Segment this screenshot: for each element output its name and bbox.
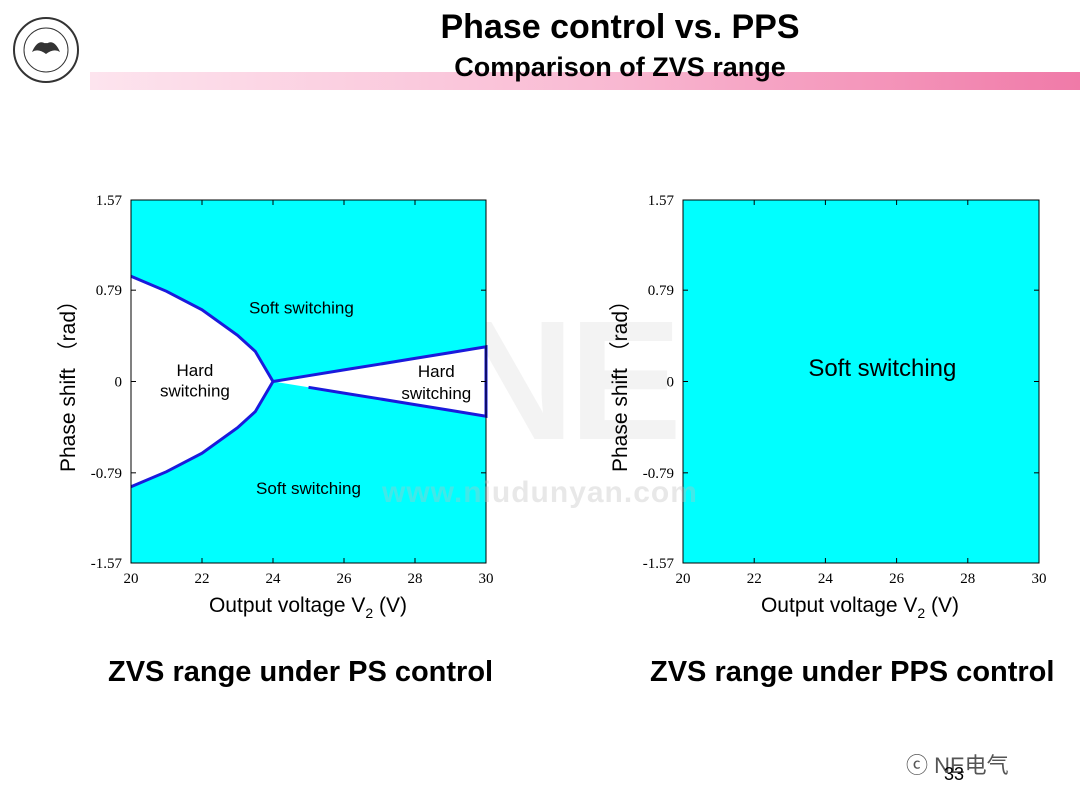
x-tick-label: 26 [337,571,353,587]
x-tick-label: 20 [676,571,691,587]
chat-icon: ⓒ [906,753,935,778]
page-subtitle: Comparison of ZVS range [454,52,786,82]
annotation-group: Soft switching [808,355,956,382]
y-axis-label: Phase shift （rad） [57,290,80,472]
y-tick-label: 1.57 [96,193,123,209]
chart-pps-control: 20 22 24 26 28 30 1.57 0.79 0 -0.79 -1.57 Soft swi… [609,193,1047,621]
plot-area-soft-region [683,200,1039,563]
page-title: Phase control vs. PPS [440,8,800,46]
page-number: 33 [944,764,965,784]
header-band [90,72,1080,90]
y-tick-label: 1.57 [648,193,675,209]
footer-brand-text: NE电气 [934,753,1009,778]
watermark-text: www.niudunyan.com [382,476,698,509]
x-tick-label: 24 [266,571,282,587]
y-axis-label: Phase shift （rad） [609,290,632,472]
x-tick-label: 30 [479,571,494,587]
y-tick-label: 0.79 [96,283,122,299]
x-tick-label: 26 [889,571,905,587]
region-annotation: switching [401,384,471,403]
university-logo [13,17,79,83]
y-tick-label: 0.79 [648,283,674,299]
footer-brand: ⓒ NE电气 [906,748,1009,780]
caption-pps-control: ZVS range under PPS control [650,656,1055,688]
region-annotation: Soft switching [249,299,354,318]
y-tick-label: -0.79 [91,466,122,482]
region-annotation: Soft switching [808,355,956,382]
x-tick-label: 28 [408,571,423,587]
x-axis-label: Output voltage V2 (V) [209,594,407,621]
chart-ps-control: 20 22 24 26 28 30 1.57 0.79 0 -0.79 -1.57 Soft swi… [57,193,494,621]
hard-switching-region-right [273,346,486,417]
y-tick-label: -1.57 [643,556,675,572]
region-annotation: switching [160,382,230,401]
x-tick-label: 28 [960,571,975,587]
region-annotation: Hard [176,361,213,380]
y-tick-label: -1.57 [91,556,123,572]
x-tick-label: 20 [124,571,139,587]
annotation-group: Soft switching Hard switching Hard switching… [160,299,471,498]
hard-switching-region-left [131,276,273,487]
tick-group: 20 22 24 26 28 30 1.57 0.79 0 -0.79 -1.57 [91,193,494,587]
x-axis-label: Output voltage V2 (V) [761,594,959,621]
y-tick-label: 0 [667,375,675,391]
x-tick-label: 22 [195,571,210,587]
watermark-logo: NE [452,286,682,476]
y-tick-label: -0.79 [643,466,674,482]
x-tick-label: 24 [818,571,834,587]
x-tick-label: 22 [747,571,762,587]
x-tick-label: 30 [1032,571,1047,587]
caption-ps-control: ZVS range under PS control [108,656,494,688]
tick-group: 20 22 24 26 28 30 1.57 0.79 0 -0.79 -1.57 [643,193,1047,587]
y-tick-label: 0 [115,375,123,391]
region-annotation: Soft switching [256,479,361,498]
region-annotation: Hard [418,362,455,381]
